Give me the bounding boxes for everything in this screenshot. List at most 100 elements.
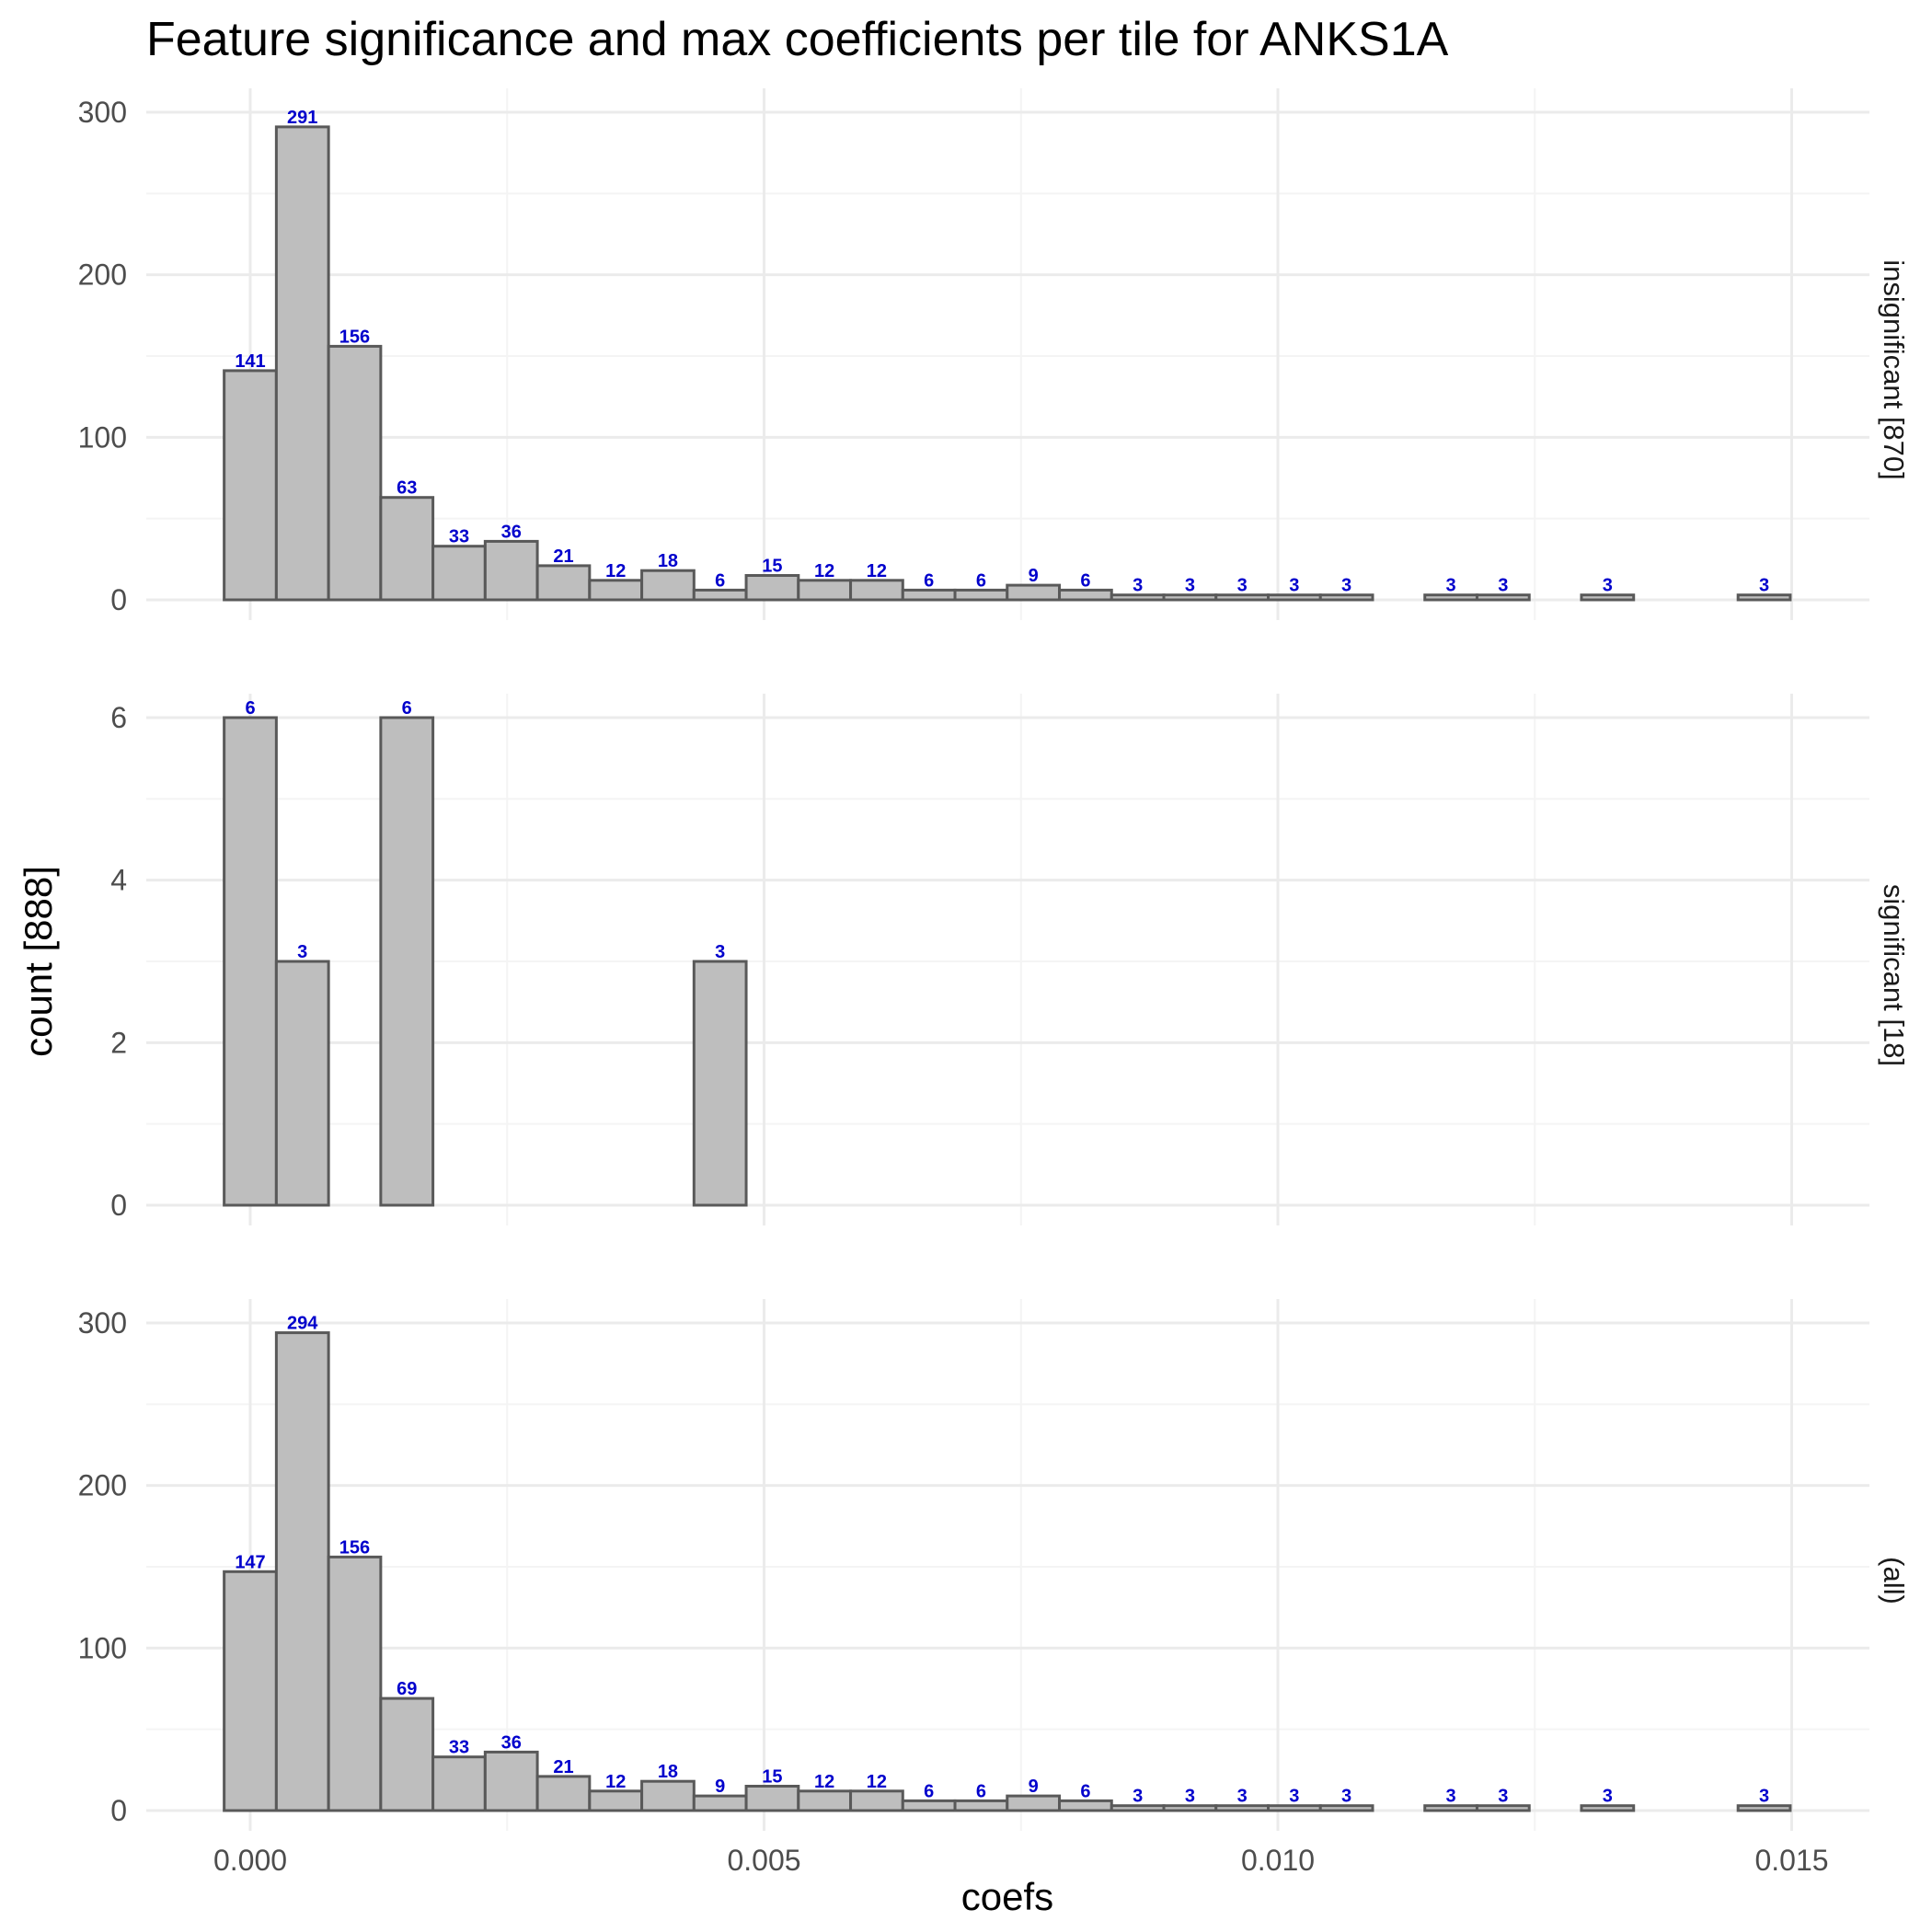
bar-value-label: 18 xyxy=(658,1762,678,1782)
bar-value-label: 3 xyxy=(1603,576,1613,596)
bar-value-label: 3 xyxy=(715,942,725,962)
histogram-bar xyxy=(1006,1794,1062,1812)
y-tick-label: 100 xyxy=(78,1631,127,1664)
histogram-bar xyxy=(849,1789,904,1812)
y-tick-label: 2 xyxy=(110,1026,127,1059)
bar-value-label: 3 xyxy=(297,942,307,962)
y-tick-label: 0 xyxy=(110,1189,127,1222)
bar-value-label: 21 xyxy=(553,1757,573,1777)
histogram-bar xyxy=(274,1331,330,1812)
bar-labels: 6 3 6 3 xyxy=(245,698,725,962)
histogram-bar xyxy=(744,1785,800,1812)
histogram-bar xyxy=(1736,593,1792,602)
histogram-bar xyxy=(274,125,330,602)
histogram-bar xyxy=(431,1755,487,1812)
bar-value-label: 141 xyxy=(235,351,265,372)
histogram-bar xyxy=(640,569,696,602)
bar-value-label: 6 xyxy=(1080,1781,1090,1801)
y-tick-label: 200 xyxy=(78,1469,127,1502)
bar-value-label: 12 xyxy=(605,561,626,581)
histogram-bar xyxy=(1058,1799,1113,1812)
bar-value-label: 12 xyxy=(867,1772,887,1792)
y-tick-label: 200 xyxy=(78,259,127,292)
histogram-bar xyxy=(1318,1804,1374,1812)
bar-value-label: 63 xyxy=(397,478,417,499)
x-tick-label: 0.010 xyxy=(1241,1844,1315,1877)
bar-value-label: 6 xyxy=(402,698,412,719)
bar-value-label: 3 xyxy=(1759,1787,1769,1807)
bar-value-label: 3 xyxy=(1759,576,1769,596)
x-tick-label: 0.005 xyxy=(727,1844,800,1877)
bar-value-label: 156 xyxy=(339,327,370,347)
bar-value-label: 3 xyxy=(1498,576,1508,596)
bar-value-label: 6 xyxy=(924,1781,934,1801)
histogram-bar xyxy=(1475,593,1531,602)
histogram-bar xyxy=(588,1789,644,1812)
histogram-bar xyxy=(223,716,278,1207)
bar-value-label: 3 xyxy=(1341,576,1351,596)
bar-value-label: 3 xyxy=(1237,1787,1248,1807)
bar-value-label: 33 xyxy=(449,1738,469,1758)
histogram-bar xyxy=(1006,583,1062,602)
histogram-bar xyxy=(1580,593,1636,602)
bar-value-label: 9 xyxy=(715,1777,725,1797)
histogram-bar xyxy=(431,545,487,602)
bar-value-label: 9 xyxy=(1029,1777,1039,1797)
histogram-bar xyxy=(1318,593,1374,602)
histogram-bar xyxy=(692,960,748,1207)
bar-value-label: 3 xyxy=(1185,1787,1195,1807)
y-axis-label: count [888] xyxy=(17,866,60,1057)
x-tick-label: 0.015 xyxy=(1754,1844,1828,1877)
histogram-bar xyxy=(1475,1804,1531,1812)
bar-value-label: 21 xyxy=(553,546,573,567)
bars xyxy=(223,716,748,1207)
x-axis-label: coefs xyxy=(961,1875,1053,1918)
facet-strip-label: significant [18] xyxy=(1878,884,1910,1066)
histogram-bar xyxy=(274,960,330,1207)
bar-value-label: 69 xyxy=(397,1679,417,1699)
bar-value-label: 6 xyxy=(924,570,934,591)
bar-value-label: 15 xyxy=(762,1767,782,1788)
bar-value-label: 3 xyxy=(1498,1787,1508,1807)
bar-value-label: 3 xyxy=(1133,576,1143,596)
bar-value-label: 6 xyxy=(976,1781,986,1801)
chart-title: Feature significance and max coefficient… xyxy=(146,13,1449,66)
histogram-bar xyxy=(640,1779,696,1812)
y-tick-label: 100 xyxy=(78,420,127,454)
x-tick-label: 0.000 xyxy=(213,1844,287,1877)
bar-value-label: 6 xyxy=(245,698,255,719)
histogram-bar xyxy=(483,1750,539,1812)
bars xyxy=(223,125,1792,602)
histogram-bar xyxy=(744,574,800,602)
bar-value-label: 3 xyxy=(1446,576,1456,596)
y-tick-label: 300 xyxy=(78,96,127,129)
bars xyxy=(223,1331,1792,1812)
bar-value-label: 12 xyxy=(605,1772,626,1792)
bar-value-label: 3 xyxy=(1446,1787,1456,1807)
histogram-bar xyxy=(692,1794,748,1812)
bar-value-label: 12 xyxy=(814,561,834,581)
bar-value-label: 36 xyxy=(501,522,522,542)
bar-value-label: 6 xyxy=(1080,570,1090,591)
histogram-bar xyxy=(1736,1804,1792,1812)
bar-value-label: 147 xyxy=(235,1552,265,1572)
bar-value-label: 3 xyxy=(1133,1787,1143,1807)
bar-value-label: 3 xyxy=(1185,576,1195,596)
histogram-bar xyxy=(797,1789,853,1812)
histogram-bar xyxy=(588,579,644,602)
y-tick-label: 6 xyxy=(110,701,127,734)
histogram-bar xyxy=(535,564,592,602)
bar-value-label: 3 xyxy=(1603,1787,1613,1807)
histogram-bar xyxy=(953,588,1009,602)
histogram-bar xyxy=(901,588,957,602)
histogram-bar xyxy=(1580,1804,1636,1812)
bar-value-label: 9 xyxy=(1029,566,1039,586)
bar-value-label: 36 xyxy=(501,1732,522,1753)
y-tick-label: 0 xyxy=(110,583,127,616)
bar-value-label: 6 xyxy=(976,570,986,591)
